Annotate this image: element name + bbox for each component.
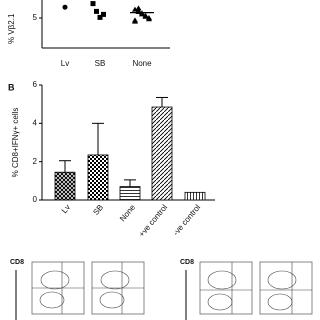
flow-plot — [199, 261, 253, 315]
bar — [184, 191, 206, 201]
flow-y-label: CD8 — [10, 259, 24, 266]
flow-plot — [259, 261, 313, 315]
dot — [135, 5, 142, 11]
y-tick-label: 4 — [33, 118, 38, 127]
x-tick-label: +ve control — [137, 203, 169, 239]
panel-label: B — [8, 82, 15, 92]
y-tick-label: 6 — [33, 80, 38, 89]
x-tick-label: -ve control — [171, 203, 202, 238]
x-tick-label: SB — [95, 59, 106, 68]
bar — [119, 186, 141, 201]
x-tick-label: None — [132, 59, 152, 68]
y-axis-label: % Vβ2.1 — [7, 13, 16, 44]
bar — [87, 154, 109, 201]
dot — [62, 4, 68, 10]
bar — [54, 171, 76, 201]
y-tick-label: 2 — [33, 157, 38, 166]
bar — [151, 106, 173, 201]
x-tick-label: Lv — [60, 203, 72, 215]
flow-contours — [32, 262, 312, 314]
flow-plots: CD8 CD8 — [10, 259, 313, 320]
dot — [94, 8, 99, 14]
x-tick-label: None — [118, 202, 138, 223]
dot — [90, 1, 96, 7]
dot — [101, 11, 106, 17]
x-tick-label: SB — [91, 203, 105, 217]
dot — [97, 14, 103, 20]
y-tick-label: 5 — [33, 13, 38, 22]
dot — [142, 12, 149, 18]
dot — [146, 15, 152, 20]
y-axis-label: % CD8+IFNγ+ cells — [11, 108, 20, 178]
flow-y-label: CD8 — [180, 259, 194, 266]
y-tick-label: 0 — [33, 195, 38, 204]
dot — [132, 17, 138, 23]
x-tick-label: Lv — [61, 59, 69, 68]
